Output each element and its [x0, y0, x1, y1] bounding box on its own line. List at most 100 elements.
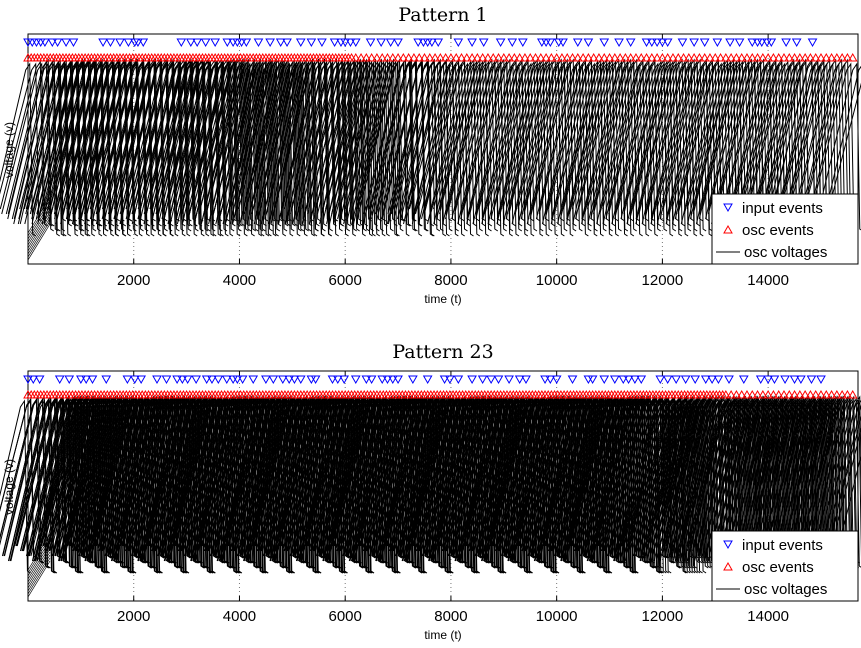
input-event-marker	[191, 375, 201, 385]
legend-label-input-events: input events	[742, 200, 823, 217]
input-event-marker	[427, 38, 437, 48]
x-tick-label: 2000	[117, 608, 150, 625]
input-event-marker	[689, 38, 699, 48]
input-event-marker	[161, 375, 172, 385]
input-event-marker	[545, 375, 556, 385]
input-event-marker	[275, 38, 286, 48]
input-event-marker	[129, 375, 140, 385]
osc-voltage-spike	[745, 397, 846, 574]
osc-event-marker	[567, 52, 578, 62]
input-event-marker	[87, 375, 98, 385]
osc-event-marker	[794, 389, 805, 399]
input-event-marker	[422, 375, 433, 385]
osc-event-marker	[842, 52, 853, 62]
input-event-marker	[700, 375, 711, 385]
input-event-marker	[34, 375, 45, 385]
input-event-marker	[366, 375, 377, 385]
osc-event-marker	[763, 389, 773, 399]
osc-event-marker	[514, 52, 525, 62]
legend-marker-osc-events	[723, 224, 733, 234]
input-event-marker	[329, 38, 340, 48]
osc-event-marker	[372, 52, 382, 62]
osc-event-marker	[488, 52, 499, 62]
legend-label-input-events: input events	[742, 537, 823, 554]
x-axis-label: time (t)	[424, 292, 461, 306]
input-event-marker	[780, 375, 790, 385]
input-event-marker	[558, 38, 568, 48]
osc-event-marker	[805, 52, 816, 62]
input-event-marker	[734, 38, 745, 48]
osc-event-marker	[720, 52, 731, 62]
osc-voltage-spike	[539, 60, 640, 237]
x-tick-label: 8000	[434, 608, 467, 625]
legend-label-osc-events: osc events	[742, 559, 814, 576]
x-tick-label: 10000	[536, 272, 578, 289]
input-event-marker	[200, 38, 211, 48]
osc-event-marker	[662, 52, 673, 62]
osc-event-marker	[419, 52, 430, 62]
input-event-marker	[138, 38, 149, 48]
input-event-marker	[713, 375, 724, 385]
x-axis-label: time (t)	[424, 628, 461, 642]
osc-event-marker	[831, 52, 842, 62]
osc-voltage-spike	[256, 60, 357, 237]
osc-startup-trace	[27, 554, 51, 592]
input-event-marker	[453, 38, 464, 48]
osc-event-marker	[562, 52, 573, 62]
input-event-marker	[327, 375, 338, 385]
input-event-marker	[572, 38, 583, 48]
osc-event-marker	[557, 52, 567, 62]
osc-event-marker	[800, 52, 810, 62]
input-event-marker	[725, 38, 735, 48]
input-event-marker	[540, 375, 550, 385]
input-event-marker	[507, 38, 518, 48]
osc-event-marker	[789, 389, 800, 399]
input-event-marker	[413, 38, 424, 48]
input-event-marker	[277, 375, 288, 385]
input-event-marker	[340, 38, 351, 48]
osc-event-marker	[472, 52, 483, 62]
osc-event-marker	[715, 52, 726, 62]
input-event-marker	[763, 375, 773, 385]
input-event-marker	[477, 375, 488, 385]
input-event-marker	[467, 38, 477, 48]
osc-event-marker	[356, 52, 366, 62]
osc-event-marker	[578, 52, 588, 62]
x-ticks: 2000 4000 6000 8000 10000 12000 14000	[117, 371, 789, 625]
input-event-marker	[545, 38, 556, 48]
osc-event-marker	[599, 52, 610, 62]
input-event-marker	[495, 38, 506, 48]
input-event-marker	[52, 38, 63, 48]
x-tick-label: 6000	[329, 608, 362, 625]
osc-voltage-spike	[773, 397, 861, 574]
input-event-marker	[98, 38, 108, 48]
osc-event-marker	[805, 389, 816, 399]
input-event-marker	[623, 375, 634, 385]
input-event-marker	[816, 375, 826, 385]
input-event-marker	[599, 375, 610, 385]
osc-event-marker	[784, 389, 795, 399]
osc-event-marker	[821, 389, 832, 399]
osc-event-marker	[847, 389, 858, 399]
series-input-events	[23, 375, 826, 385]
x-tick-label: 4000	[223, 608, 256, 625]
osc-event-marker	[826, 52, 837, 62]
legend-marker-input-events	[723, 203, 733, 213]
input-event-marker	[657, 38, 668, 48]
series-input-events	[23, 38, 818, 48]
input-event-marker	[583, 38, 594, 48]
osc-event-marker	[705, 52, 715, 62]
osc-event-marker	[837, 389, 848, 399]
osc-startup-trace	[27, 217, 51, 255]
osc-event-marker	[551, 52, 562, 62]
osc-event-marker	[641, 52, 652, 62]
osc-voltage-spike	[351, 60, 453, 237]
osc-voltage-spike	[764, 399, 861, 574]
osc-event-marker	[768, 52, 779, 62]
osc-startup-trace	[27, 202, 51, 240]
osc-event-marker	[440, 52, 451, 62]
osc-event-marker	[768, 389, 779, 399]
osc-startup-trace	[27, 220, 51, 258]
input-event-marker	[136, 375, 146, 385]
input-event-marker	[766, 38, 777, 48]
